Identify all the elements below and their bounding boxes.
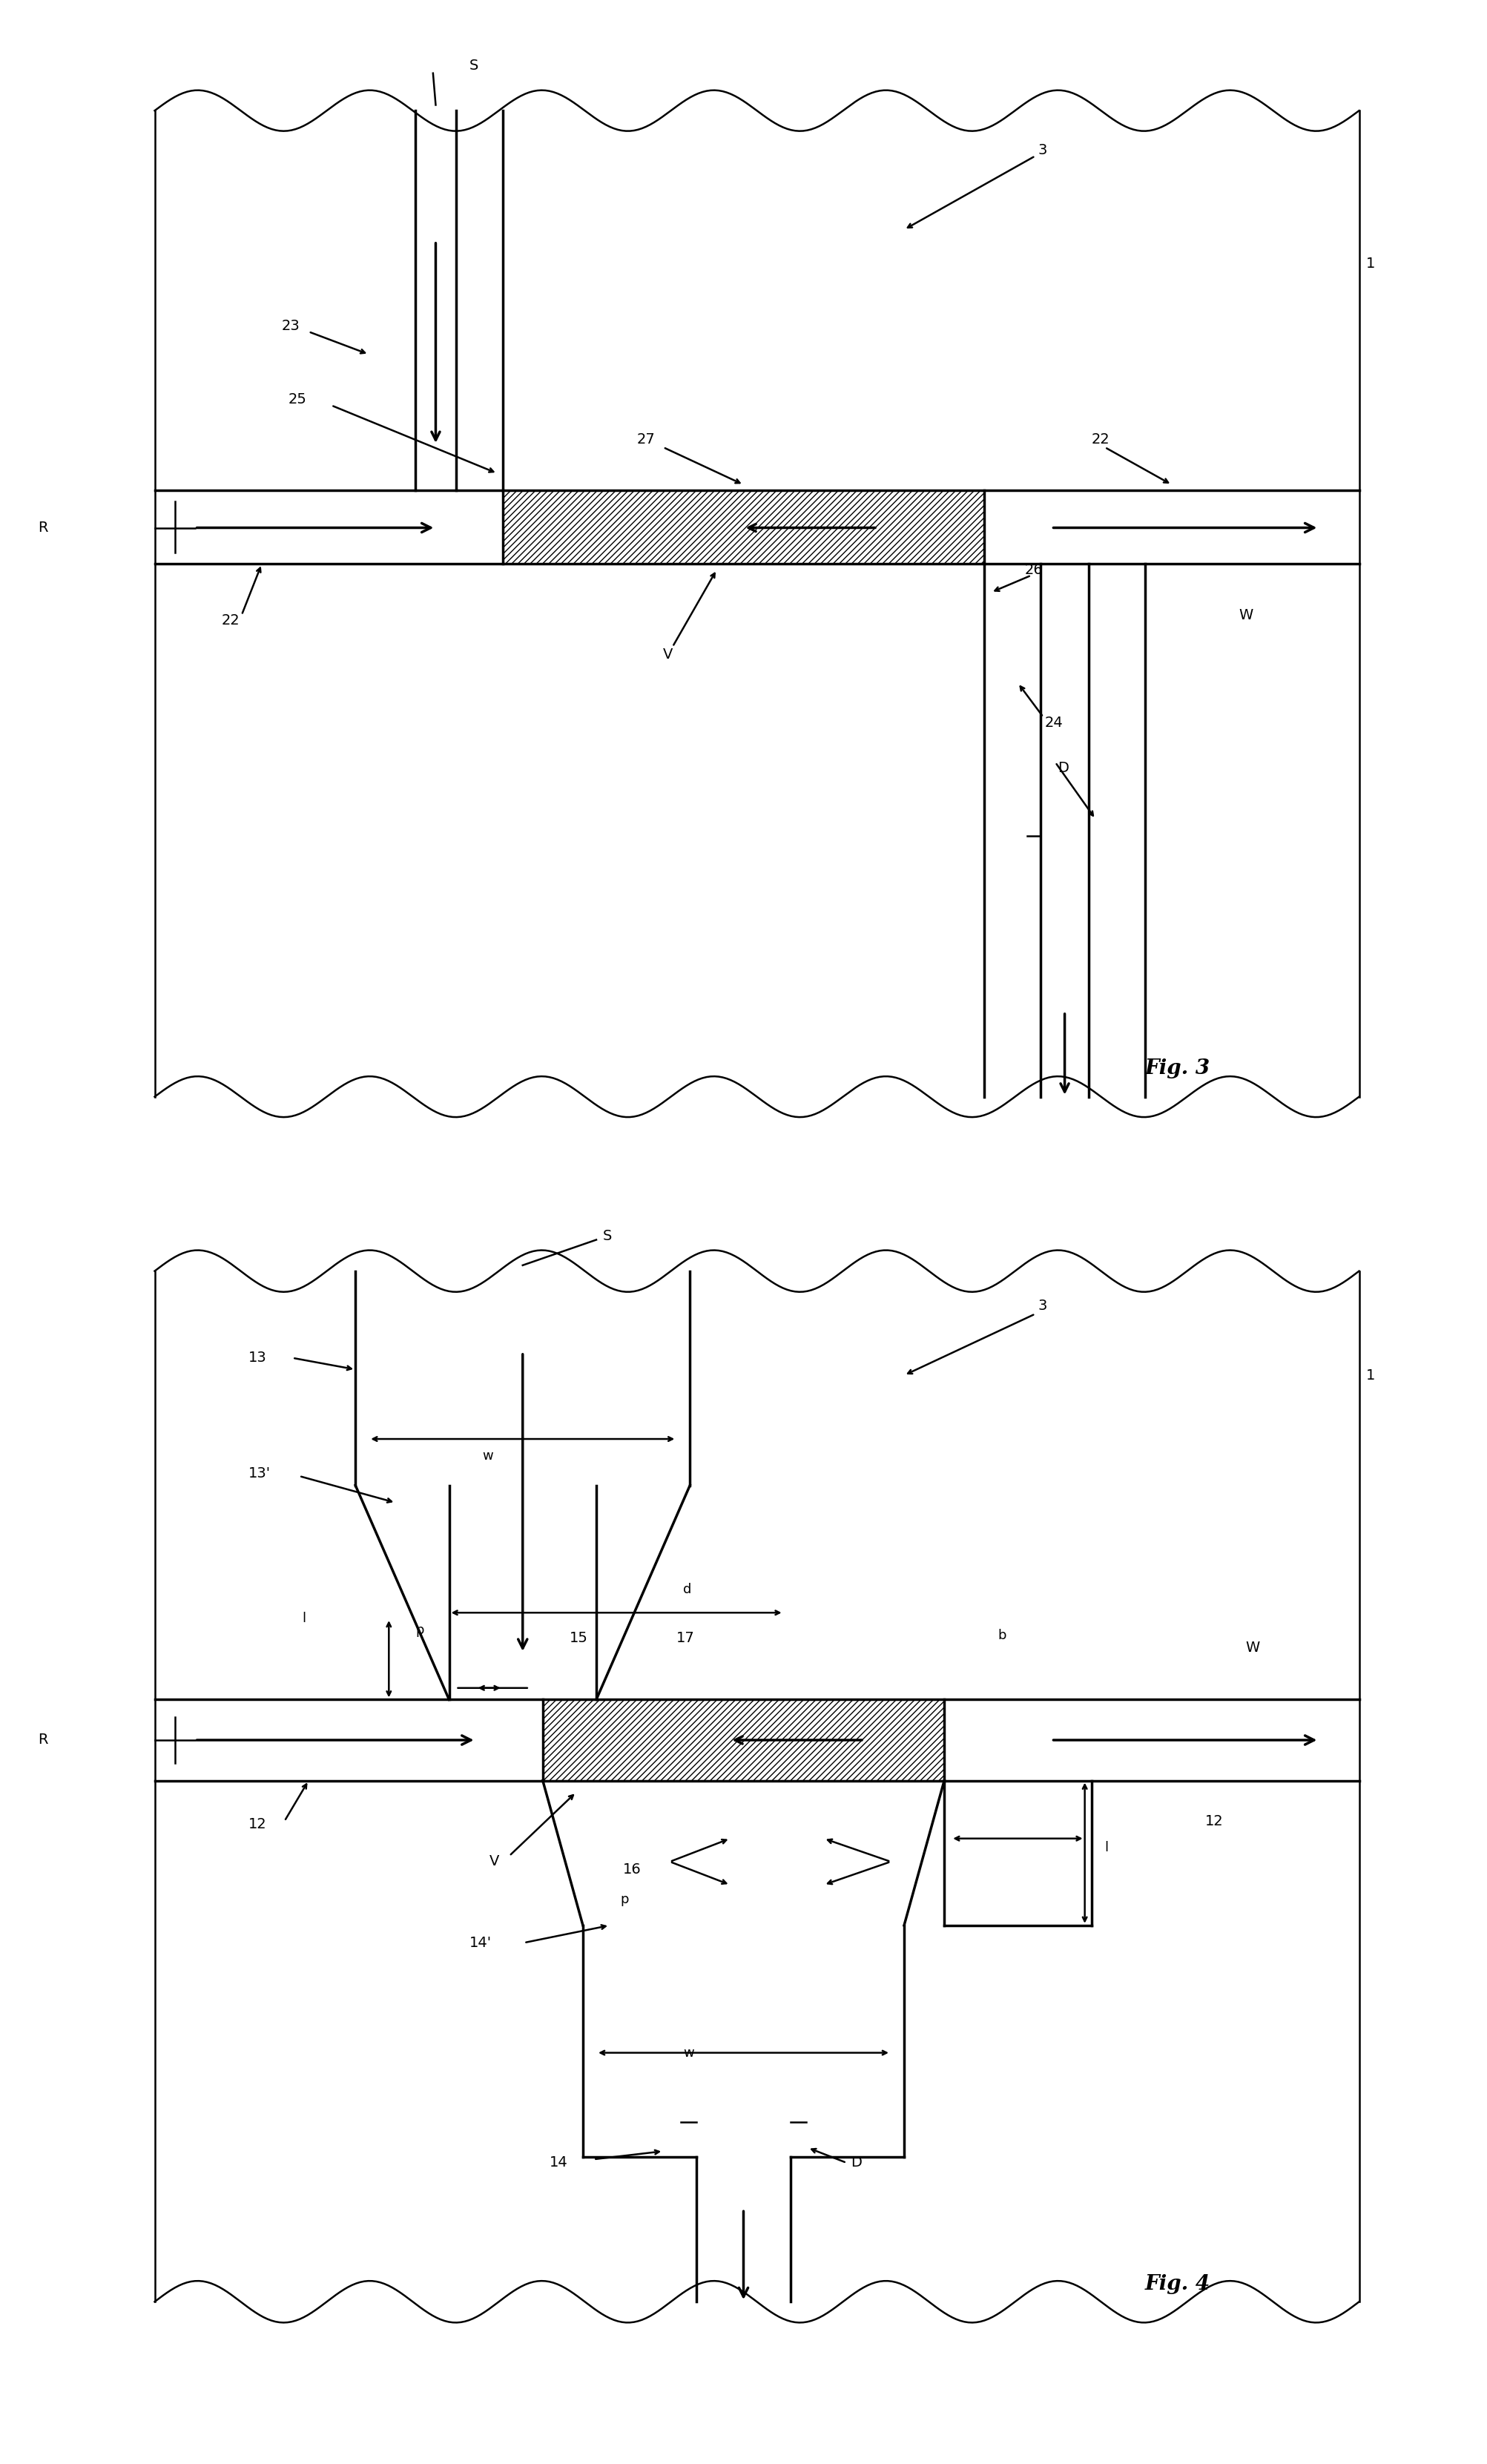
Text: S: S [468, 59, 479, 71]
Text: W: W [1239, 609, 1254, 621]
Text: 1: 1 [1365, 1368, 1375, 1382]
Text: l: l [1105, 1841, 1109, 1855]
Text: 15: 15 [570, 1631, 587, 1646]
Text: D: D [1059, 761, 1069, 776]
Text: D: D [851, 2156, 861, 2171]
Text: 26: 26 [1025, 562, 1042, 577]
Text: R: R [37, 520, 48, 535]
Text: 14: 14 [550, 2156, 568, 2171]
Text: R: R [37, 1732, 48, 1747]
Text: l: l [302, 1611, 306, 1626]
Text: 12: 12 [248, 1818, 266, 1831]
Bar [543, 1700, 944, 1781]
Bar [503, 490, 984, 564]
Text: Fig. 4: Fig. 4 [1145, 2274, 1210, 2294]
Text: 13': 13' [248, 1466, 271, 1481]
Text: Fig. 3: Fig. 3 [1145, 1060, 1210, 1079]
Text: 3: 3 [1038, 143, 1047, 158]
Text: w: w [482, 1449, 494, 1464]
Text: b: b [998, 1629, 1007, 1643]
Text: 22: 22 [1091, 431, 1109, 446]
Text: 1: 1 [1365, 256, 1375, 271]
Text: w: w [684, 2045, 694, 2060]
Text: d: d [684, 1582, 691, 1597]
Text: 13: 13 [248, 1350, 266, 1365]
Text: 23: 23 [283, 318, 300, 333]
Text: V: V [489, 1855, 500, 1868]
Text: p: p [416, 1624, 424, 1636]
Text: 12: 12 [1206, 1814, 1224, 1828]
Text: 3: 3 [1038, 1299, 1047, 1313]
Text: V: V [663, 648, 674, 663]
Text: 14': 14' [468, 1937, 492, 1949]
Text: 24: 24 [1044, 715, 1063, 729]
Text: 25: 25 [288, 392, 306, 407]
Text: 27: 27 [636, 431, 654, 446]
Text: p: p [620, 1892, 629, 1907]
Text: W: W [1246, 1641, 1259, 1653]
Text: S: S [604, 1230, 613, 1244]
Text: 22: 22 [222, 614, 239, 628]
Text: 16: 16 [623, 1863, 641, 1878]
Text: 17: 17 [677, 1631, 694, 1646]
